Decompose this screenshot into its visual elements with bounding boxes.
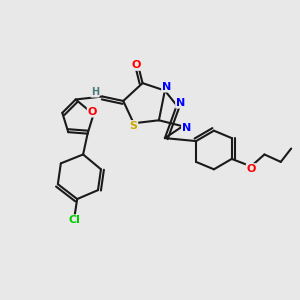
Text: H: H [91,87,99,97]
Text: O: O [87,107,97,117]
Text: O: O [246,164,256,174]
Text: N: N [176,98,185,108]
Text: S: S [130,121,138,130]
Text: O: O [132,60,141,70]
Text: N: N [162,82,171,92]
Text: Cl: Cl [68,215,80,225]
Text: N: N [182,123,191,133]
